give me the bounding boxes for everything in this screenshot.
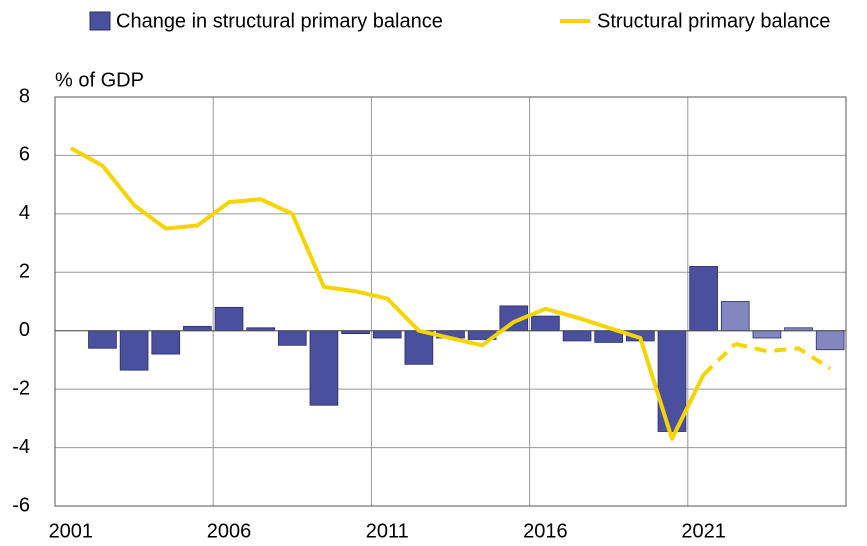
bar [151, 330, 181, 355]
bar [309, 330, 339, 406]
legend-label: Structural primary balance [597, 10, 830, 32]
y-axis-label: % of GDP [55, 69, 144, 91]
x-tick-label: 2001 [49, 520, 94, 542]
bar [815, 330, 845, 351]
bar [720, 301, 750, 332]
y-tick-label: -4 [12, 436, 30, 458]
y-tick-label: 6 [19, 144, 30, 166]
y-tick-label: 4 [19, 202, 30, 224]
bar [372, 330, 402, 339]
line-series-projection [734, 341, 832, 371]
x-tick-label: 2011 [366, 520, 409, 542]
bar [183, 325, 212, 332]
line-series [69, 146, 706, 441]
y-tick-label: 2 [19, 261, 30, 283]
bar [277, 330, 307, 346]
bar [214, 306, 244, 332]
y-tick-label: -2 [12, 377, 30, 399]
bar [88, 330, 117, 349]
bar [752, 330, 782, 339]
y-tick-label: -6 [12, 494, 30, 516]
x-tick-label: 2021 [681, 520, 726, 542]
bar [531, 315, 560, 332]
x-tick-label: 2006 [207, 520, 252, 542]
x-tick-label: 2016 [523, 520, 568, 542]
bar [404, 330, 434, 365]
y-tick-label: 0 [19, 319, 30, 341]
legend-label: Change in structural primary balance [116, 10, 443, 32]
line-connector [702, 342, 737, 376]
plot-frame [54, 96, 847, 507]
bar [562, 330, 592, 342]
bar [689, 266, 718, 332]
bar [119, 330, 149, 371]
y-tick-label: 8 [19, 85, 30, 107]
legend-swatch-bar [89, 11, 111, 31]
